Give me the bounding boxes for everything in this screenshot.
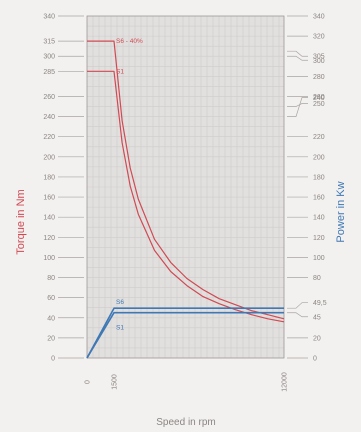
left-tick-label: 315 — [43, 39, 55, 46]
right-tick-label: 305 — [313, 54, 325, 61]
left-tick-label: 40 — [47, 315, 55, 322]
left-tick-label: 260 — [43, 94, 55, 101]
series-labels: S6 - 40% S1 S6 S1 — [116, 38, 143, 332]
right-tick-label: 80 — [313, 275, 321, 282]
right-tick-label: 49,5 — [313, 300, 327, 307]
y-axis-title-right: Power in Kw — [335, 181, 347, 242]
series-line-torque-0 — [87, 40, 285, 320]
left-tick-label: 20 — [47, 335, 55, 342]
left-tick-label: 80 — [47, 275, 55, 282]
series-label-1: S1 — [116, 68, 124, 75]
y-axis-title-left: Torque in Nm — [15, 189, 27, 254]
x-axis-ticks: 0 1500 12000 — [85, 372, 289, 392]
x-tick-label: 1500 — [112, 374, 119, 390]
right-tick-label: 250 — [313, 101, 325, 108]
right-tick-mark — [287, 97, 308, 117]
right-tick-label: 0 — [313, 356, 317, 363]
left-tick-label: 220 — [43, 134, 55, 141]
series-label-2: S6 — [116, 299, 124, 306]
right-tick-label: 280 — [313, 74, 325, 81]
right-tick-label: 260 — [313, 94, 325, 101]
right-tick-label: 45 — [313, 314, 321, 321]
left-tick-label: 240 — [43, 114, 55, 121]
right-tick-mark — [287, 50, 308, 57]
series-line-torque-1 — [87, 70, 285, 323]
right-tick-label: 180 — [313, 174, 325, 181]
right-tick-label: 120 — [313, 235, 325, 242]
right-axis-ticks: 3403203053002802602502402202001801601401… — [287, 14, 327, 363]
left-tick-label: 160 — [43, 195, 55, 202]
left-tick-label: 120 — [43, 235, 55, 242]
right-tick-mark — [287, 302, 308, 309]
right-tick-label: 240 — [313, 95, 325, 102]
right-tick-mark — [287, 103, 308, 107]
left-tick-label: 300 — [43, 54, 55, 61]
right-tick-label: 140 — [313, 215, 325, 222]
series-line-power-3 — [86, 311, 284, 359]
series-lines — [86, 40, 285, 359]
plot-frame — [86, 15, 285, 359]
x-tick-label: 12000 — [282, 372, 289, 392]
left-tick-label: 100 — [43, 255, 55, 262]
right-tick-label: 100 — [313, 255, 325, 262]
left-tick-label: 60 — [47, 295, 55, 302]
right-tick-label: 20 — [313, 335, 321, 342]
right-tick-label: 340 — [313, 14, 325, 21]
left-tick-label: 285 — [43, 69, 55, 76]
right-tick-mark — [287, 55, 308, 61]
left-axis-ticks: 3403153002852602402202001801601401201008… — [43, 14, 84, 363]
x-axis-title: Speed in rpm — [156, 417, 215, 428]
left-tick-label: 200 — [43, 154, 55, 161]
x-tick-label: 0 — [85, 380, 92, 384]
right-tick-label: 200 — [313, 154, 325, 161]
right-tick-label: 220 — [313, 134, 325, 141]
left-tick-label: 180 — [43, 174, 55, 181]
left-tick-label: 140 — [43, 215, 55, 222]
left-tick-label: 0 — [51, 356, 55, 363]
right-tick-label: 160 — [313, 195, 325, 202]
right-tick-label: 320 — [313, 34, 325, 41]
series-label-0: S6 - 40% — [116, 38, 143, 45]
right-tick-label: 300 — [313, 58, 325, 65]
series-label-3: S1 — [116, 325, 124, 332]
right-tick-mark — [287, 312, 308, 318]
left-tick-label: 340 — [43, 14, 55, 21]
